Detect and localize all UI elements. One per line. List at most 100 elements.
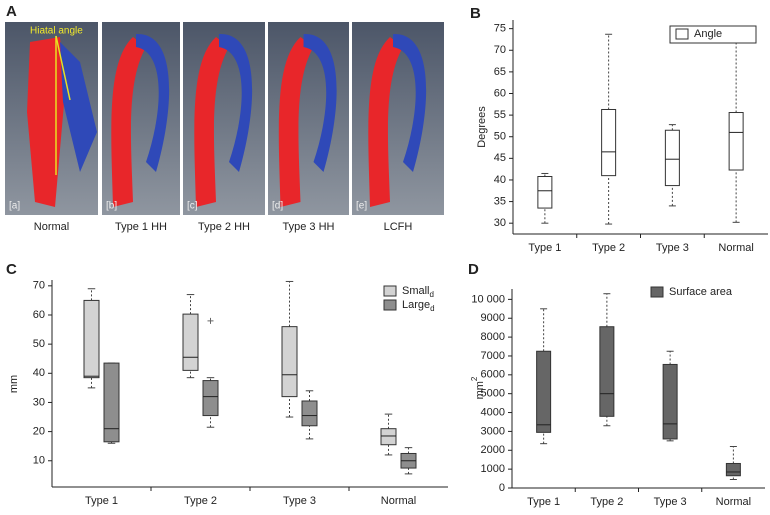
y-tick-label: 45 [494,152,506,164]
legend-swatch [675,28,689,40]
legend-swatch [383,285,397,297]
structure-blue [136,33,170,173]
y-tick-label: 75 [494,23,506,35]
y-tick-label: 0 [499,482,505,494]
legend-swatch [383,299,397,311]
image-tag: [b] [106,201,117,212]
legend-subscript: d [430,304,434,313]
box [728,112,744,171]
chart: C 10 20 30 40 50 60 70 mm Type 1 Type 2 Type 3 Norma… [6,261,448,507]
y-tick-label: 30 [494,217,506,229]
box [301,400,318,427]
box [537,176,553,209]
box [601,108,617,177]
x-tick-label: Type 3 [656,242,689,254]
y-axis-label: mm2 [470,376,486,399]
panel-letter: B [470,5,481,22]
y-tick-label: 1000 [481,463,505,475]
angle-line [55,35,71,101]
y-tick-label: 10 000 [471,293,505,305]
y-tick-label: 9000 [481,312,505,324]
panel-a: A [a] Normal [b] Type 1 HH [c]Type 2 HH [d]Ty… [5,3,444,233]
x-tick-label: Type 1 [528,242,561,254]
x-tick-label: Normal [718,242,753,254]
y-tick-label: 8000 [481,331,505,343]
x-tick-label: Normal [381,495,416,507]
y-tick-label: 4000 [481,406,505,418]
y-tick-label: 20 [33,426,45,438]
annotation: Hiatal angle [30,26,83,37]
box [380,428,397,446]
y-tick-label: 30 [33,396,45,408]
image-label: Type 1 HH [115,221,167,233]
y-tick-label: 10 [33,455,45,467]
y-tick-label: 40 [33,367,45,379]
legend-label: Smalld [402,285,434,299]
outlier [207,317,214,324]
structure-blue [303,33,337,173]
box [182,313,199,371]
panel-letter: C [6,261,17,278]
image-tag: [c] [187,201,198,212]
x-tick-label: Type 1 [527,496,560,508]
legend-subscript: d [430,290,434,299]
legend-frame [669,25,757,44]
image-label: Type 2 HH [198,221,250,233]
legend-label: Larged [402,299,435,313]
y-tick-label: 65 [494,66,506,78]
y-axis-label: Degrees [476,106,488,148]
y-tick-label: 70 [33,280,45,292]
image-tag: [e] [356,201,367,212]
y-tick-label: 7000 [481,350,505,362]
y-tick-label: 6000 [481,369,505,381]
panel-letter: D [468,261,479,278]
y-tick-label: 35 [494,195,506,207]
x-tick-label: Type 3 [654,496,687,508]
y-tick-label: 40 [494,174,506,186]
x-tick-label: Type 3 [283,495,316,507]
y-tick-label: 55 [494,109,506,121]
image-label: Type 3 HH [283,221,335,233]
y-axis-label-sup: 2 [470,376,479,381]
y-tick-label: 60 [494,87,506,99]
y-tick-label: 3000 [481,425,505,437]
x-tick-label: Type 2 [184,495,217,507]
y-axis-label: mm [8,375,20,393]
structure-red [111,37,146,207]
y-tick-label: 5000 [481,388,505,400]
box [725,462,741,477]
box [281,326,298,398]
chart: D 0 1000 2000 3000 4000 5000 6000 7000 8000 9000 10… [468,261,765,508]
x-tick-label: Normal [716,496,751,508]
image-label: Normal [34,221,69,233]
box [83,299,100,379]
y-tick-label: 70 [494,44,506,56]
y-tick-label: 60 [33,309,45,321]
x-tick-label: Type 1 [85,495,118,507]
structure-red [278,37,314,207]
structure-blue [393,33,427,173]
y-tick-label: 2000 [481,444,505,456]
y-tick-label: 50 [494,131,506,143]
image-tag: [a] [9,201,20,212]
image-label: LCFH [384,221,413,233]
image-tag: [d] [272,201,283,212]
box [664,129,680,187]
chart: B 30 35 40 45 50 55 60 65 70 75 Degrees Type 1 Type 2… [470,5,768,254]
structure-red [368,37,403,207]
box [599,326,615,417]
structure-blue [60,42,97,172]
box [662,363,678,440]
box [103,362,120,443]
structure-red [194,37,229,207]
y-tick-label: 50 [33,338,45,350]
legend-label: Angle [694,28,722,40]
box [202,380,219,417]
box [536,350,552,433]
legend-label: Surface area [669,286,733,298]
legend-swatch [650,286,664,298]
x-tick-label: Type 2 [590,496,623,508]
structure-blue [219,33,253,173]
x-tick-label: Type 2 [592,242,625,254]
